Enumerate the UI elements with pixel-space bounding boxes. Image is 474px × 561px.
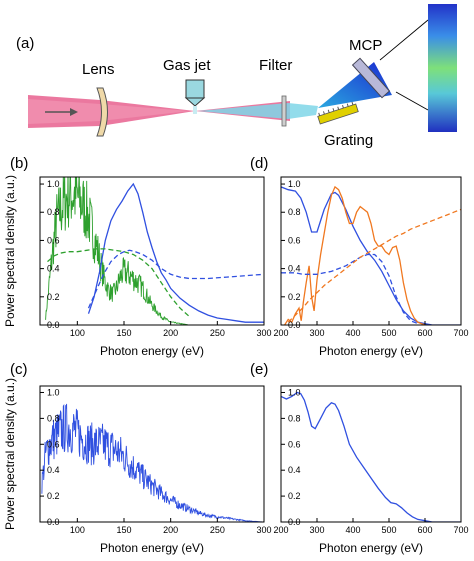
y-tick-label: 0.6 bbox=[47, 235, 60, 245]
plot-frame bbox=[280, 176, 462, 326]
series-line-1 bbox=[281, 186, 461, 325]
panel-label: (c) bbox=[10, 361, 28, 378]
y-tick-label: 0.6 bbox=[288, 235, 301, 245]
x-tick-label: 200 bbox=[273, 525, 288, 535]
plot-frame bbox=[39, 385, 265, 523]
x-tick-label: 300 bbox=[309, 525, 324, 535]
y-tick-label: 0.2 bbox=[288, 292, 301, 302]
y-tick-label: 0.8 bbox=[47, 413, 60, 423]
panel-label-a: (a) bbox=[16, 35, 34, 52]
panel-label: (d) bbox=[250, 155, 268, 172]
zoom-line-bottom bbox=[395, 91, 429, 111]
laser-beam-core bbox=[28, 99, 190, 124]
x-tick-label: 250 bbox=[210, 328, 225, 338]
plot-frame bbox=[39, 176, 265, 326]
y-tick-label: 0.4 bbox=[47, 264, 60, 274]
gas-jet-plume bbox=[193, 106, 197, 114]
y-tick-label: 0.8 bbox=[47, 207, 60, 217]
x-tick-label: 150 bbox=[116, 328, 131, 338]
x-axis-title: Photon energy (eV) bbox=[319, 344, 423, 358]
gas-jet-tip-icon bbox=[184, 97, 206, 107]
x-tick-label: 400 bbox=[345, 328, 360, 338]
y-tick-label: 0.8 bbox=[288, 413, 301, 423]
y-tick-label: 0.0 bbox=[288, 517, 301, 527]
zoom-line-top bbox=[379, 19, 429, 61]
series-line-1 bbox=[41, 403, 264, 522]
gas-jet-nozzle-icon bbox=[185, 79, 205, 99]
x-tick-label: 600 bbox=[417, 525, 432, 535]
x-tick-label: 200 bbox=[163, 525, 178, 535]
filter-label: Filter bbox=[259, 57, 292, 74]
y-tick-label: 0.2 bbox=[47, 292, 60, 302]
x-tick-label: 700 bbox=[453, 328, 468, 338]
chart-panel-b: (b) 100 150 200 250 300 0.0 0.2 0.4 0.6 0.8 1.0 Phot… bbox=[3, 155, 272, 358]
x-tick-label: 400 bbox=[345, 525, 360, 535]
series-line-1 bbox=[45, 177, 199, 325]
y-tick-label: 1.0 bbox=[47, 179, 60, 189]
y-tick-label: 1.0 bbox=[288, 179, 301, 189]
y-tick-label: 0.0 bbox=[288, 320, 301, 330]
filter-icon bbox=[281, 95, 287, 127]
x-tick-label: 150 bbox=[116, 525, 131, 535]
x-tick-label: 300 bbox=[256, 525, 271, 535]
x-tick-label: 300 bbox=[256, 328, 271, 338]
x-tick-label: 500 bbox=[381, 328, 396, 338]
series-line-1 bbox=[281, 391, 461, 522]
y-tick-label: 0.6 bbox=[288, 439, 301, 449]
x-axis-title: Photon energy (eV) bbox=[100, 541, 204, 555]
y-axis-title: Power spectral density (a.u.) bbox=[3, 378, 17, 530]
panel-label: (b) bbox=[10, 155, 28, 172]
y-tick-label: 0.2 bbox=[47, 491, 60, 501]
x-tick-label: 300 bbox=[309, 328, 324, 338]
x-axis-title: Photon energy (eV) bbox=[319, 541, 423, 555]
grating-label: Grating bbox=[324, 132, 373, 149]
y-tick-label: 0.6 bbox=[47, 439, 60, 449]
y-tick-label: 1.0 bbox=[288, 387, 301, 397]
mcp-image bbox=[428, 4, 457, 132]
x-tick-label: 200 bbox=[163, 328, 178, 338]
plot-frame bbox=[280, 385, 462, 523]
panel-label: (e) bbox=[250, 361, 268, 378]
x-tick-label: 100 bbox=[70, 328, 85, 338]
mcp-detector-icon bbox=[351, 57, 391, 99]
xuv-beam bbox=[198, 103, 318, 119]
y-tick-label: 0.8 bbox=[288, 207, 301, 217]
series-line-2 bbox=[284, 185, 426, 325]
chart-panel-e: (e)200 300 400 500 600 7000.00.20.40.60.81.0P… bbox=[250, 361, 469, 555]
y-tick-label: 0.4 bbox=[47, 465, 60, 475]
x-tick-label: 700 bbox=[453, 525, 468, 535]
y-tick-label: 0.2 bbox=[288, 491, 301, 501]
y-tick-label: 1.0 bbox=[47, 387, 60, 397]
x-tick-label: 600 bbox=[417, 328, 432, 338]
chart-panel-c: (c) 100 150 200 250 300 0.0 0.2 0.4 0.6 0.8 1.0 Phot… bbox=[3, 361, 272, 555]
y-axis-title: Power spectral density (a.u.) bbox=[3, 175, 17, 327]
series-line-4 bbox=[87, 249, 264, 309]
gas-jet-label: Gas jet bbox=[163, 57, 211, 74]
y-tick-label: 0.0 bbox=[47, 320, 60, 330]
x-tick-label: 100 bbox=[70, 525, 85, 535]
y-tick-label: 0.4 bbox=[288, 465, 301, 475]
lens-icon bbox=[96, 87, 108, 137]
x-axis-title: Photon energy (eV) bbox=[100, 344, 204, 358]
beam-arrow-head bbox=[70, 108, 78, 116]
series-line-2 bbox=[87, 182, 264, 323]
grating-icon bbox=[317, 101, 359, 125]
lens-label: Lens bbox=[82, 61, 115, 78]
y-tick-label: 0.4 bbox=[288, 264, 301, 274]
mcp-label: MCP bbox=[349, 37, 382, 54]
y-tick-label: 0.0 bbox=[47, 517, 60, 527]
chart-panel-d: (d)200 300 400 500 600 7000.00.20.40.60.81.0P… bbox=[250, 155, 469, 358]
x-tick-label: 200 bbox=[273, 328, 288, 338]
series-line-3 bbox=[47, 248, 190, 317]
x-tick-label: 250 bbox=[210, 525, 225, 535]
series-line-4 bbox=[287, 208, 461, 323]
setup-schematic: (a) Lens Gas jet Filter Grating MCP bbox=[16, 4, 457, 149]
x-tick-label: 500 bbox=[381, 525, 396, 535]
